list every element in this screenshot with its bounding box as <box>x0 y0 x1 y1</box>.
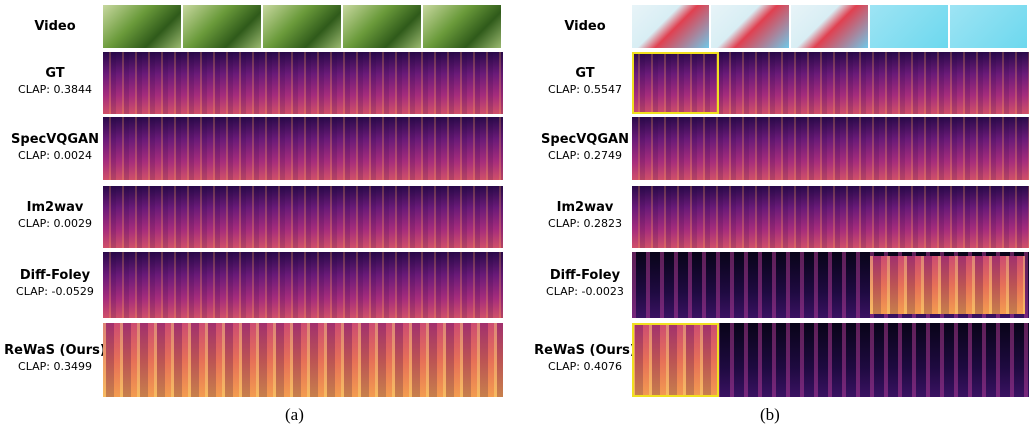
spectrogram <box>103 117 503 180</box>
clap-score: CLAP: 0.4076 <box>530 360 640 373</box>
method-name: GT <box>0 66 110 81</box>
method-name: SpecVQGAN <box>0 132 110 147</box>
clap-score: CLAP: 0.0029 <box>0 217 110 230</box>
method-label: Im2wav CLAP: 0.0029 <box>0 200 110 230</box>
video-frame <box>343 5 423 48</box>
method-label: Im2wav CLAP: 0.2823 <box>530 200 640 230</box>
video-frame <box>632 5 711 48</box>
spectrogram-band <box>870 256 1025 314</box>
clap-score: CLAP: 0.3844 <box>0 83 110 96</box>
highlight-box <box>632 323 719 397</box>
method-name: ReWaS (Ours) <box>0 343 110 358</box>
spectrogram <box>632 117 1029 180</box>
spectrogram <box>103 52 503 114</box>
method-label: GT CLAP: 0.5547 <box>530 66 640 96</box>
panel-caption: (a) <box>285 405 304 425</box>
method-label: ReWaS (Ours) CLAP: 0.3499 <box>0 343 110 373</box>
clap-score: CLAP: 0.0024 <box>0 149 110 162</box>
clap-score: CLAP: -0.0023 <box>530 285 640 298</box>
video-label: Video <box>0 19 110 34</box>
clap-score: CLAP: 0.5547 <box>530 83 640 96</box>
method-name: Im2wav <box>0 200 110 215</box>
video-frame <box>950 5 1029 48</box>
video-label: Video <box>530 19 640 34</box>
video-frame <box>791 5 870 48</box>
clap-score: CLAP: 0.3499 <box>0 360 110 373</box>
method-label: SpecVQGAN CLAP: 0.0024 <box>0 132 110 162</box>
highlight-box <box>632 52 719 114</box>
clap-score: CLAP: 0.2749 <box>530 149 640 162</box>
video-frame <box>103 5 183 48</box>
method-name: Im2wav <box>530 200 640 215</box>
method-name: Diff-Foley <box>530 268 640 283</box>
video-frame <box>263 5 343 48</box>
method-name: Diff-Foley <box>0 268 110 283</box>
spectrogram <box>103 186 503 248</box>
video-frame <box>423 5 503 48</box>
method-label: GT CLAP: 0.3844 <box>0 66 110 96</box>
clap-score: CLAP: 0.2823 <box>530 217 640 230</box>
method-label: SpecVQGAN CLAP: 0.2749 <box>530 132 640 162</box>
panel-caption: (b) <box>760 405 780 425</box>
video-frame <box>870 5 949 48</box>
spectrogram <box>632 186 1029 248</box>
method-label: Diff-Foley CLAP: -0.0023 <box>530 268 640 298</box>
figure: Video GT CLAP: 0.3844 SpecVQGAN CLAP: 0.0024… <box>0 0 1029 432</box>
method-label: Diff-Foley CLAP: -0.0529 <box>0 268 110 298</box>
method-name: ReWaS (Ours) <box>530 343 640 358</box>
video-frame <box>183 5 263 48</box>
clap-score: CLAP: -0.0529 <box>0 285 110 298</box>
method-name: GT <box>530 66 640 81</box>
method-label: ReWaS (Ours) CLAP: 0.4076 <box>530 343 640 373</box>
spectrogram <box>103 323 503 397</box>
method-name: SpecVQGAN <box>530 132 640 147</box>
video-frame <box>711 5 790 48</box>
spectrogram <box>103 252 503 318</box>
